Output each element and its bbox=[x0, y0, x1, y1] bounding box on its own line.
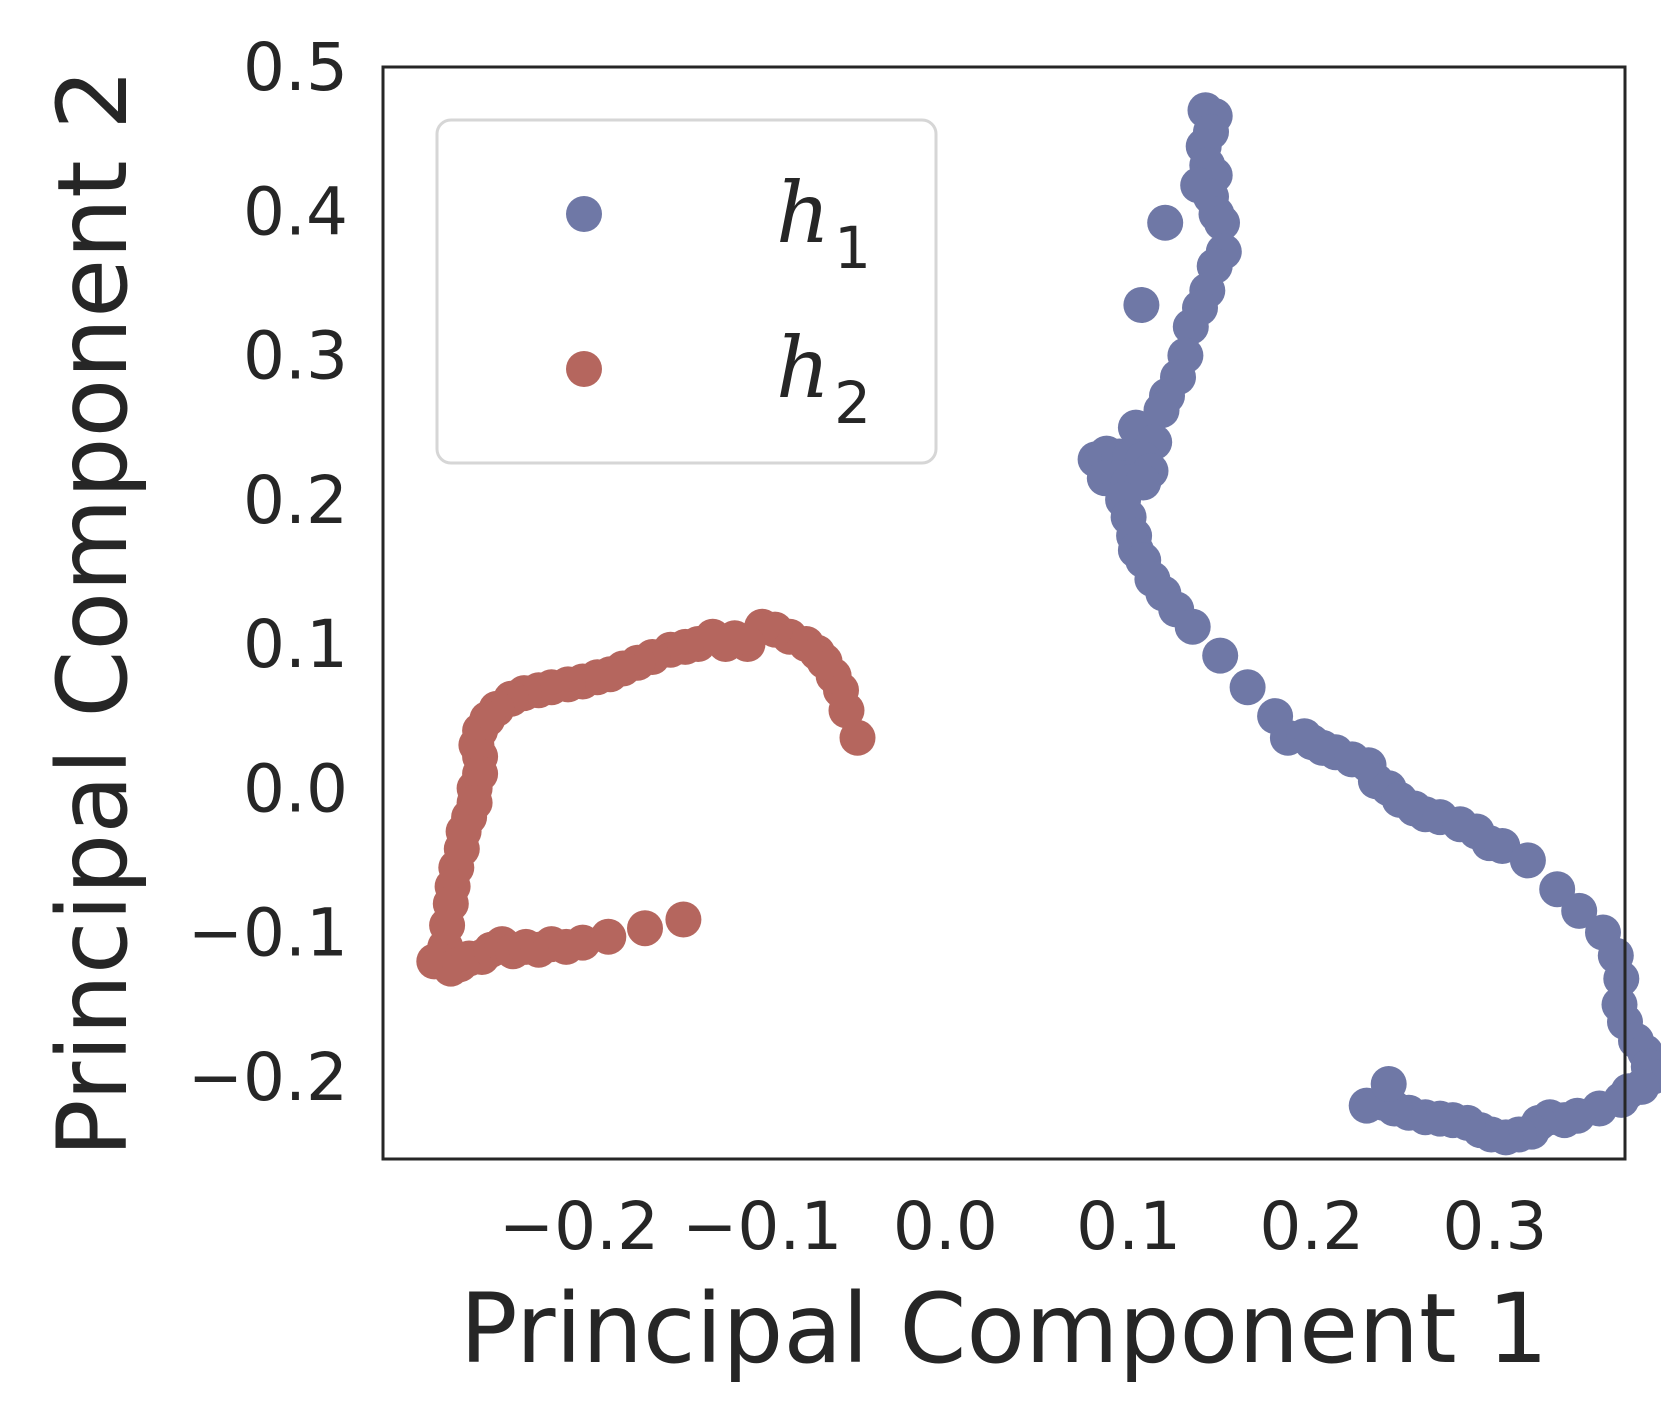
y-tick-label: 0.5 bbox=[243, 29, 348, 106]
data-point bbox=[665, 901, 702, 938]
y-tick-label: 0.3 bbox=[243, 318, 348, 395]
y-tick-label: −0.2 bbox=[188, 1039, 348, 1116]
x-tick-label: 0.1 bbox=[1076, 1188, 1181, 1265]
data-point bbox=[590, 918, 627, 955]
data-point bbox=[1229, 669, 1266, 706]
data-point bbox=[839, 719, 876, 756]
x-tick-label: −0.2 bbox=[499, 1188, 659, 1265]
data-point bbox=[1603, 960, 1640, 997]
series-1-points bbox=[1077, 92, 1661, 1156]
plot-frame bbox=[381, 65, 1627, 1161]
y-tick-labels: −0.2 −0.1 0.0 0.1 0.2 0.3 0.4 0.5 bbox=[188, 29, 348, 1116]
x-tick-label: 0.0 bbox=[893, 1188, 998, 1265]
y-tick-label: −0.1 bbox=[188, 895, 348, 972]
y-tick-label: 0.2 bbox=[243, 462, 348, 539]
data-point bbox=[1202, 637, 1239, 674]
data-point bbox=[1370, 1066, 1407, 1102]
x-tick-label: 0.3 bbox=[1442, 1188, 1547, 1265]
data-point bbox=[627, 910, 663, 947]
data-point bbox=[1143, 392, 1180, 429]
y-tick-label: 0.0 bbox=[243, 750, 348, 827]
data-point bbox=[1509, 842, 1546, 879]
data-point bbox=[1561, 892, 1598, 929]
data-point bbox=[1204, 204, 1240, 241]
legend-box bbox=[435, 118, 938, 465]
data-point bbox=[1539, 871, 1576, 908]
data-point bbox=[1174, 608, 1211, 645]
data-point bbox=[1172, 308, 1209, 345]
legend-marker-2 bbox=[566, 351, 602, 387]
x-tick-label: −0.1 bbox=[682, 1188, 842, 1265]
y-tick-label: 0.1 bbox=[243, 606, 348, 683]
x-tick-labels: −0.2 −0.1 0.0 0.1 0.2 0.3 bbox=[499, 1188, 1548, 1265]
y-tick-label: 0.4 bbox=[243, 173, 348, 250]
x-tick-label: 0.2 bbox=[1259, 1188, 1364, 1265]
points-layer bbox=[416, 92, 1661, 1156]
legend-marker-1 bbox=[566, 196, 602, 232]
series-2-points bbox=[416, 608, 876, 987]
x-axis-label: Principal Component 1 bbox=[460, 1273, 1549, 1385]
data-point bbox=[1348, 1087, 1385, 1124]
data-point bbox=[1123, 287, 1160, 323]
data-point bbox=[1147, 204, 1184, 241]
y-axis-label: Principal Component 2 bbox=[37, 69, 149, 1158]
